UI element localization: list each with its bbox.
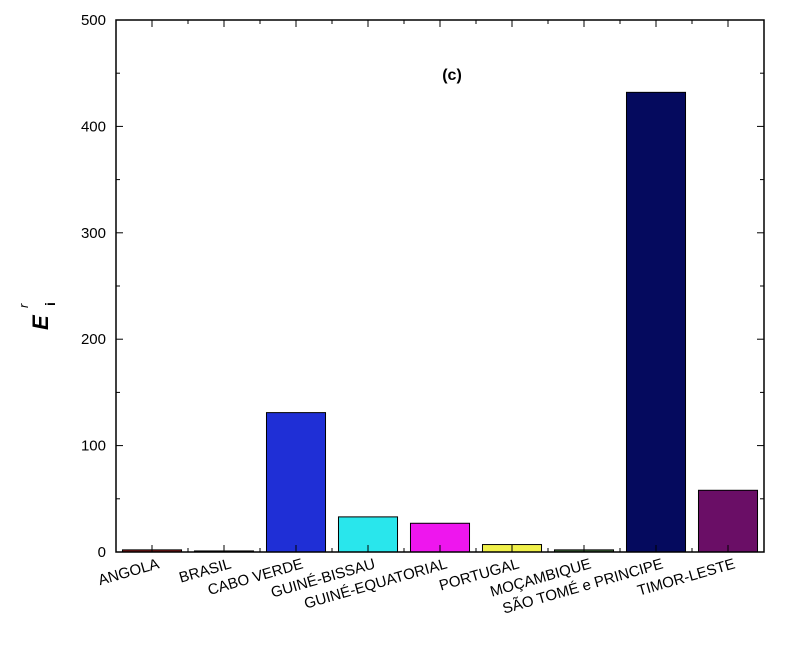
bar-8 — [697, 489, 759, 553]
y-tick-label: 400 — [81, 118, 106, 135]
y-tick-label: 100 — [81, 438, 106, 455]
y-axis-label-subscript: i — [42, 302, 58, 306]
y-axis-label-main: E — [28, 314, 53, 330]
y-tick-label: 0 — [98, 544, 106, 561]
x-tick-label: ANGOLA — [96, 556, 161, 590]
panel-annotation: (c) — [442, 67, 462, 84]
y-tick-label: 500 — [81, 12, 106, 29]
y-tick-label: 200 — [81, 331, 106, 348]
y-tick-label: 300 — [81, 225, 106, 242]
y-axis-label-superscript: r — [16, 303, 31, 308]
bar-2 — [265, 412, 327, 553]
y-axis: 0 100 200 300 400 500 — [81, 12, 764, 561]
bars-group — [121, 91, 759, 553]
bar-7 — [625, 91, 687, 553]
y-axis-label: E r i — [16, 302, 58, 330]
